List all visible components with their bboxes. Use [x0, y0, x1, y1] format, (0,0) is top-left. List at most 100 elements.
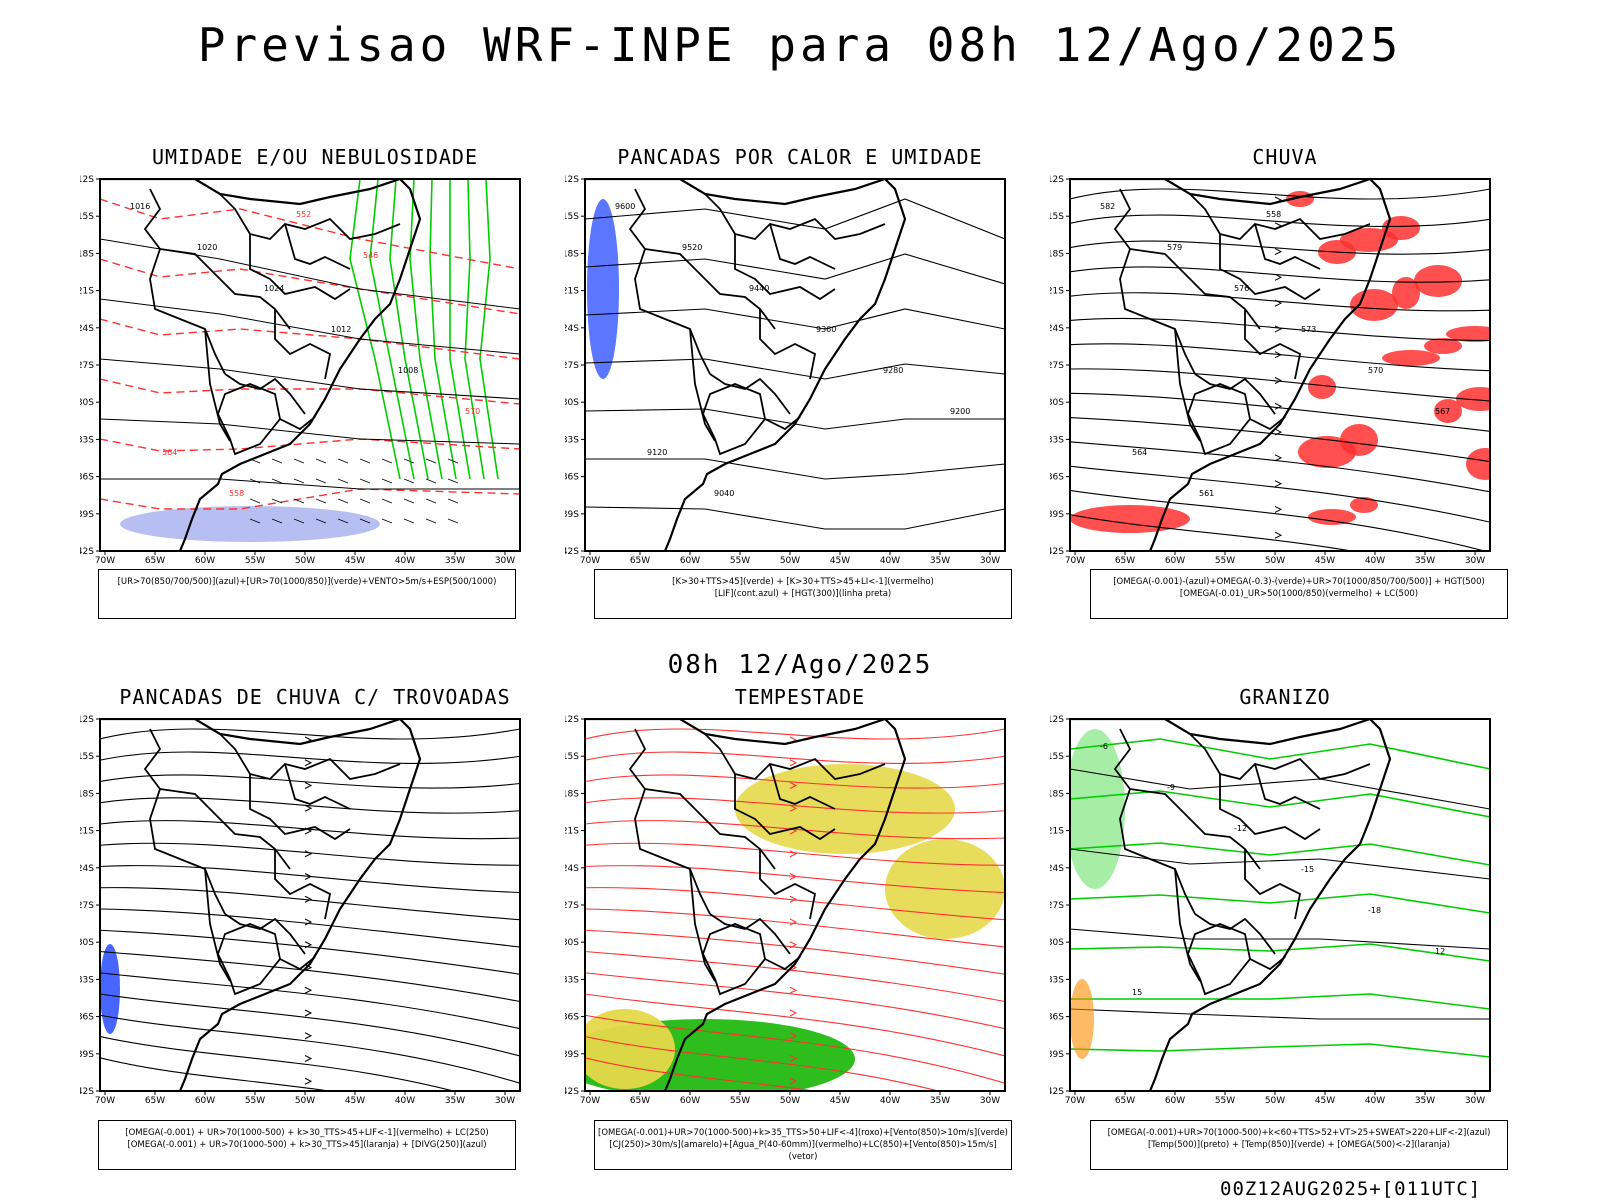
contour-label: 15 — [1132, 988, 1142, 997]
thickness-contour — [100, 198, 520, 270]
state-border — [279, 416, 316, 431]
arrow-head — [304, 873, 313, 880]
lat-tick-label: 42S — [80, 547, 94, 557]
rain-red-area — [1446, 326, 1490, 342]
map: 12S 15S 18S 21S 24S 27S 30S 33S 36S 39S 42S70W 65W 6… — [565, 715, 1006, 1106]
lat-tick-label: 33S — [1050, 435, 1064, 445]
state-border — [689, 868, 716, 982]
legend-box: [OMEGA(-0.001)+UR>70(1000-500)+k<60+TTS>… — [1090, 1120, 1508, 1170]
map-border — [584, 178, 1006, 552]
wind-vector — [249, 498, 261, 504]
pressure-isobar — [100, 478, 520, 490]
state-border — [628, 728, 711, 915]
contour-label: 9280 — [883, 366, 903, 375]
streamline — [585, 950, 1005, 1003]
streamline — [585, 993, 1005, 1057]
lat-tick-label: 27S — [565, 361, 579, 371]
wind-vector — [315, 498, 327, 504]
lat-tick-label: 27S — [565, 901, 579, 911]
streamline — [585, 1057, 818, 1091]
streamline — [585, 887, 1005, 921]
temp500-contour — [1070, 1008, 1490, 1020]
map-border — [1069, 718, 1491, 1092]
streamline — [585, 1035, 941, 1091]
streamline — [1070, 343, 1490, 372]
lat-tick-label: 12S — [80, 715, 94, 725]
legend-line: [OMEGA(-0.01)_UR>50(1000/850)(vermelho) … — [1179, 589, 1419, 599]
streamline — [1070, 489, 1487, 551]
state-border — [704, 733, 886, 780]
lon-tick-label: 50W — [1265, 556, 1285, 566]
state-border — [1174, 328, 1201, 442]
lon-tick-label: 35W — [1415, 556, 1435, 566]
lat-tick-label: 24S — [80, 324, 94, 334]
lat-tick-label: 39S — [1050, 510, 1064, 520]
wind-vector — [425, 478, 437, 484]
arrow-head — [1274, 505, 1283, 513]
rain-red-area — [1382, 216, 1420, 240]
lat-tick-label: 33S — [80, 975, 94, 985]
lat-tick-label: 30S — [80, 398, 94, 408]
state-border — [217, 923, 281, 996]
lon-tick-label: 55W — [730, 556, 750, 566]
lat-tick-label: 27S — [80, 361, 94, 371]
lon-tick-label: 40W — [395, 556, 415, 566]
hgt300-contour — [585, 308, 1005, 330]
map-layers — [100, 719, 520, 1091]
contour-label: -18 — [1368, 906, 1381, 915]
contour-label: 1012 — [331, 325, 351, 334]
legend-box: [OMEGA(-0.001) + UR>70(1000-500) + k>30_… — [98, 1120, 516, 1170]
wind-vector — [315, 518, 327, 524]
state-border — [628, 188, 711, 375]
lat-tick-label: 18S — [1050, 249, 1064, 259]
lon-tick-label: 50W — [780, 556, 800, 566]
state-border — [217, 383, 281, 456]
contour-label: 558 — [1266, 210, 1281, 219]
state-border — [1113, 188, 1196, 375]
streamline — [1070, 292, 1490, 312]
wind-vector — [359, 478, 371, 484]
lon-tick-label: 45W — [830, 556, 850, 566]
streamline — [1070, 266, 1490, 283]
pressure-isobar — [100, 358, 520, 400]
lat-tick-label: 42S — [80, 1087, 94, 1097]
arrow-head — [304, 918, 313, 926]
contour-label: 9120 — [647, 448, 667, 457]
map-layers: 582 579 576 573 570 567 564 561 558 — [1070, 179, 1490, 551]
state-border — [709, 913, 791, 955]
streamline — [585, 797, 1005, 814]
legend-line: [OMEGA(-0.001) + UR>70(1000-500) + k>30_… — [125, 1128, 489, 1138]
contour-label: 9040 — [714, 489, 734, 498]
arrow-head — [789, 1032, 798, 1040]
panel-title: PANCADAS DE CHUVA C/ TROVOADAS — [119, 685, 511, 709]
lon-tick-label: 65W — [1115, 556, 1135, 566]
legend-line: [OMEGA(-0.001) + UR>70(1000-500) + k>30_… — [127, 1140, 487, 1150]
contour-label: 9360 — [816, 325, 836, 334]
lon-tick-label: 40W — [880, 556, 900, 566]
state-border — [689, 328, 716, 442]
state-border — [764, 956, 801, 971]
contour-label: 1024 — [264, 284, 284, 293]
lon-tick-label: 35W — [445, 1096, 465, 1106]
state-border — [759, 849, 817, 920]
hgt300-contour — [585, 198, 1005, 240]
wind-vector — [271, 478, 283, 484]
hgt300-contour — [585, 458, 1005, 480]
legend-box: [K>30+TTS>45](verde) + [K>30+TTS>45+LI<-… — [594, 569, 1012, 619]
state-border — [734, 234, 836, 301]
temp850-contour — [1070, 943, 1490, 962]
wind-vector — [403, 498, 415, 504]
contour-label: 9520 — [682, 243, 702, 252]
contour-label: -15 — [1301, 865, 1314, 874]
lat-tick-label: 36S — [80, 473, 94, 483]
lat-tick-label: 33S — [565, 435, 579, 445]
temp850-contour — [1070, 790, 1490, 818]
streamline — [585, 908, 1005, 948]
lat-tick-label: 33S — [80, 435, 94, 445]
hgt300-contour — [585, 506, 1005, 530]
contour-label: 576 — [1234, 284, 1249, 293]
map-content: 582 579 576 573 570 567 564 561 558 12S 15S 18S 21S 2… — [1050, 175, 1491, 566]
state-border — [274, 849, 332, 920]
state-border — [702, 923, 766, 996]
wind-vector — [337, 478, 349, 484]
